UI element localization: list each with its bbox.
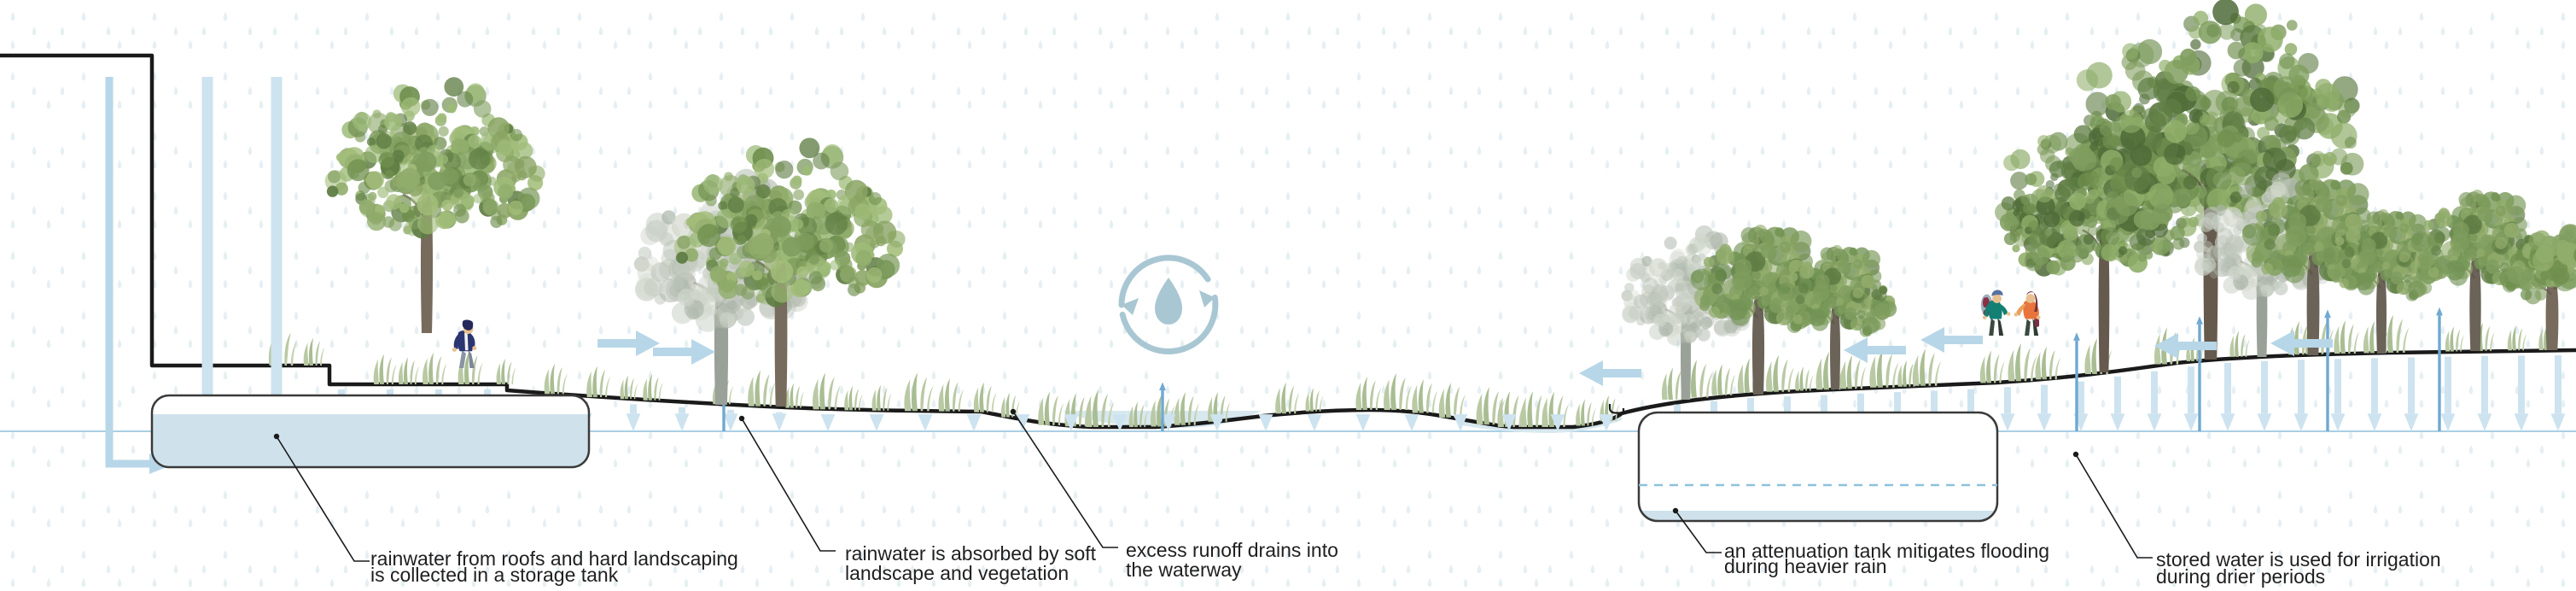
svg-text:the waterway: the waterway	[1126, 559, 1242, 581]
svg-text:during drier periods: during drier periods	[2156, 565, 2325, 588]
svg-text:is collected in a storage tank: is collected in a storage tank	[370, 564, 619, 586]
svg-text:during heavier rain: during heavier rain	[1724, 555, 1887, 577]
svg-text:landscape and vegetation: landscape and vegetation	[845, 562, 1069, 584]
